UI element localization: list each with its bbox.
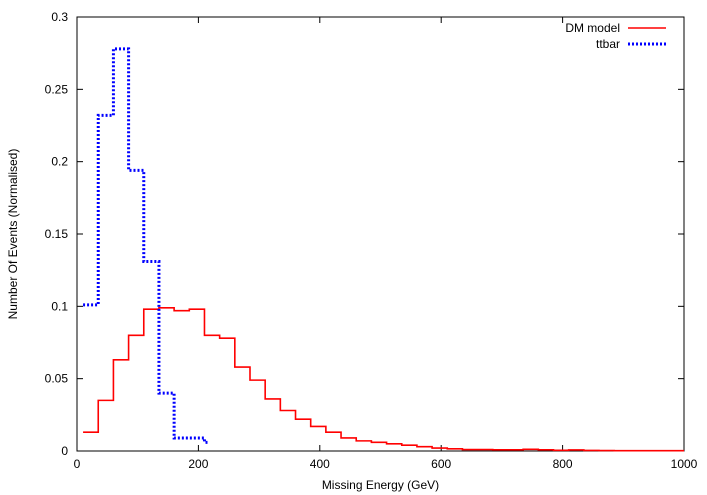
y-tick-label: 0.2 [51, 155, 68, 169]
y-tick-label: 0.05 [45, 372, 69, 386]
legend-label-dm-model: DM model [565, 21, 620, 35]
series-layer [83, 47, 684, 452]
x-tick-label: 600 [431, 457, 451, 471]
x-tick-label: 200 [188, 457, 208, 471]
x-tick-label: 0 [74, 457, 81, 471]
y-axis-label: Number Of Events (Normalised) [6, 149, 20, 320]
legend-label-ttbar: ttbar [596, 37, 620, 51]
y-tick-label: 0.1 [51, 299, 68, 313]
x-tick-label: 1000 [671, 457, 698, 471]
series-ttbar [83, 47, 208, 444]
y-tick-label: 0 [61, 444, 68, 458]
y-tick-label: 0.15 [45, 227, 69, 241]
x-tick-label: 800 [553, 457, 573, 471]
x-tick-label: 400 [310, 457, 330, 471]
y-tick-label: 0.25 [45, 82, 69, 96]
axis-ticks: 0 200 400 600 800 1000 0 0.05 0.1 0.15 0.2 0.25 0.3 [45, 10, 698, 471]
series-dm-model [83, 306, 684, 452]
x-axis-label: Missing Energy (GeV) [322, 478, 439, 492]
y-tick-label: 0.3 [51, 10, 68, 24]
legend: DM model ttbar [565, 21, 666, 51]
